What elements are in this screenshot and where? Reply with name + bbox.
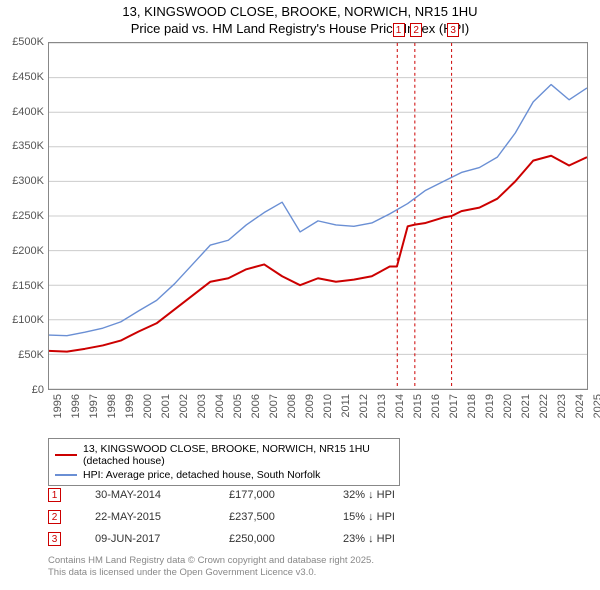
x-tick-label: 1997 xyxy=(88,394,100,418)
x-tick-label: 2009 xyxy=(304,394,316,418)
sale-price: £237,500 xyxy=(229,511,309,523)
chart-container: 13, KINGSWOOD CLOSE, BROOKE, NORWICH, NR… xyxy=(0,0,600,590)
sale-marker: 3 xyxy=(48,532,61,546)
sale-date: 09-JUN-2017 xyxy=(95,533,195,545)
x-tick-label: 2006 xyxy=(250,394,262,418)
x-tick-label: 2005 xyxy=(232,394,244,418)
legend-label: HPI: Average price, detached house, Sout… xyxy=(83,469,320,481)
sale-date: 30-MAY-2014 xyxy=(95,489,195,501)
y-tick-label: £50K xyxy=(18,349,44,361)
x-tick-label: 2022 xyxy=(538,394,550,418)
x-tick-label: 2018 xyxy=(466,394,478,418)
x-tick-label: 2019 xyxy=(484,394,496,418)
sale-date: 22-MAY-2015 xyxy=(95,511,195,523)
legend-item: 13, KINGSWOOD CLOSE, BROOKE, NORWICH, NR… xyxy=(55,442,393,468)
y-tick-label: £200K xyxy=(12,245,44,257)
x-tick-label: 2013 xyxy=(376,394,388,418)
chart-titles: 13, KINGSWOOD CLOSE, BROOKE, NORWICH, NR… xyxy=(0,0,600,38)
y-tick-label: £100K xyxy=(12,314,44,326)
y-axis-labels: £0£50K£100K£150K£200K£250K£300K£350K£400… xyxy=(0,42,46,390)
sale-marker: 2 xyxy=(48,510,61,524)
legend-item: HPI: Average price, detached house, Sout… xyxy=(55,468,393,482)
footer-line2: This data is licensed under the Open Gov… xyxy=(48,567,374,579)
x-axis-labels: 1995 1996 1997 1998 1999 2000 2001 2002 2003 2004… xyxy=(48,392,588,438)
legend-label: 13, KINGSWOOD CLOSE, BROOKE, NORWICH, NR… xyxy=(83,443,393,467)
sale-pct: 32% ↓ HPI xyxy=(343,489,443,501)
x-tick-label: 2016 xyxy=(430,394,442,418)
y-tick-label: £350K xyxy=(12,140,44,152)
marker-box-3: 3 xyxy=(447,23,459,37)
y-tick-label: £250K xyxy=(12,210,44,222)
y-tick-label: £150K xyxy=(12,280,44,292)
y-tick-label: £450K xyxy=(12,71,44,83)
sale-row: 2 22-MAY-2015 £237,500 15% ↓ HPI xyxy=(48,506,548,528)
x-tick-label: 2025 xyxy=(592,394,600,418)
title-subtitle: Price paid vs. HM Land Registry's House … xyxy=(0,21,600,38)
title-address: 13, KINGSWOOD CLOSE, BROOKE, NORWICH, NR… xyxy=(0,4,600,21)
marker-box-2: 2 xyxy=(410,23,422,37)
x-tick-label: 2017 xyxy=(448,394,460,418)
x-tick-label: 2012 xyxy=(358,394,370,418)
x-tick-label: 1996 xyxy=(70,394,82,418)
x-tick-label: 2014 xyxy=(394,394,406,418)
sale-row: 3 09-JUN-2017 £250,000 23% ↓ HPI xyxy=(48,528,548,550)
x-tick-label: 2024 xyxy=(574,394,586,418)
plot-area: 123 xyxy=(48,42,588,390)
sales-table: 1 30-MAY-2014 £177,000 32% ↓ HPI 2 22-MAY-201… xyxy=(48,484,548,550)
sale-pct: 23% ↓ HPI xyxy=(343,533,443,545)
sale-pct: 15% ↓ HPI xyxy=(343,511,443,523)
x-tick-label: 2021 xyxy=(520,394,532,418)
x-tick-label: 2010 xyxy=(322,394,334,418)
marker-box-1: 1 xyxy=(393,23,405,37)
x-tick-label: 2015 xyxy=(412,394,424,418)
x-tick-label: 2011 xyxy=(340,394,352,418)
x-tick-label: 1995 xyxy=(52,394,64,418)
sale-price: £250,000 xyxy=(229,533,309,545)
legend-swatch xyxy=(55,474,77,475)
y-tick-label: £400K xyxy=(12,106,44,118)
legend: 13, KINGSWOOD CLOSE, BROOKE, NORWICH, NR… xyxy=(48,438,400,486)
x-tick-label: 2008 xyxy=(286,394,298,418)
x-tick-label: 2007 xyxy=(268,394,280,418)
sale-marker: 1 xyxy=(48,488,61,502)
x-tick-label: 1998 xyxy=(106,394,118,418)
x-tick-label: 2023 xyxy=(556,394,568,418)
y-tick-label: £0 xyxy=(32,384,44,396)
sale-price: £177,000 xyxy=(229,489,309,501)
x-tick-label: 2002 xyxy=(178,394,190,418)
sale-row: 1 30-MAY-2014 £177,000 32% ↓ HPI xyxy=(48,484,548,506)
y-tick-label: £300K xyxy=(12,175,44,187)
x-tick-label: 2020 xyxy=(502,394,514,418)
x-tick-label: 2000 xyxy=(142,394,154,418)
x-tick-label: 2004 xyxy=(214,394,226,418)
footer-line1: Contains HM Land Registry data © Crown c… xyxy=(48,555,374,567)
x-tick-label: 1999 xyxy=(124,394,136,418)
footer-attribution: Contains HM Land Registry data © Crown c… xyxy=(48,555,374,580)
legend-swatch xyxy=(55,454,77,456)
x-tick-label: 2001 xyxy=(160,394,172,418)
plot-svg xyxy=(49,43,587,389)
y-tick-label: £500K xyxy=(12,36,44,48)
x-tick-label: 2003 xyxy=(196,394,208,418)
